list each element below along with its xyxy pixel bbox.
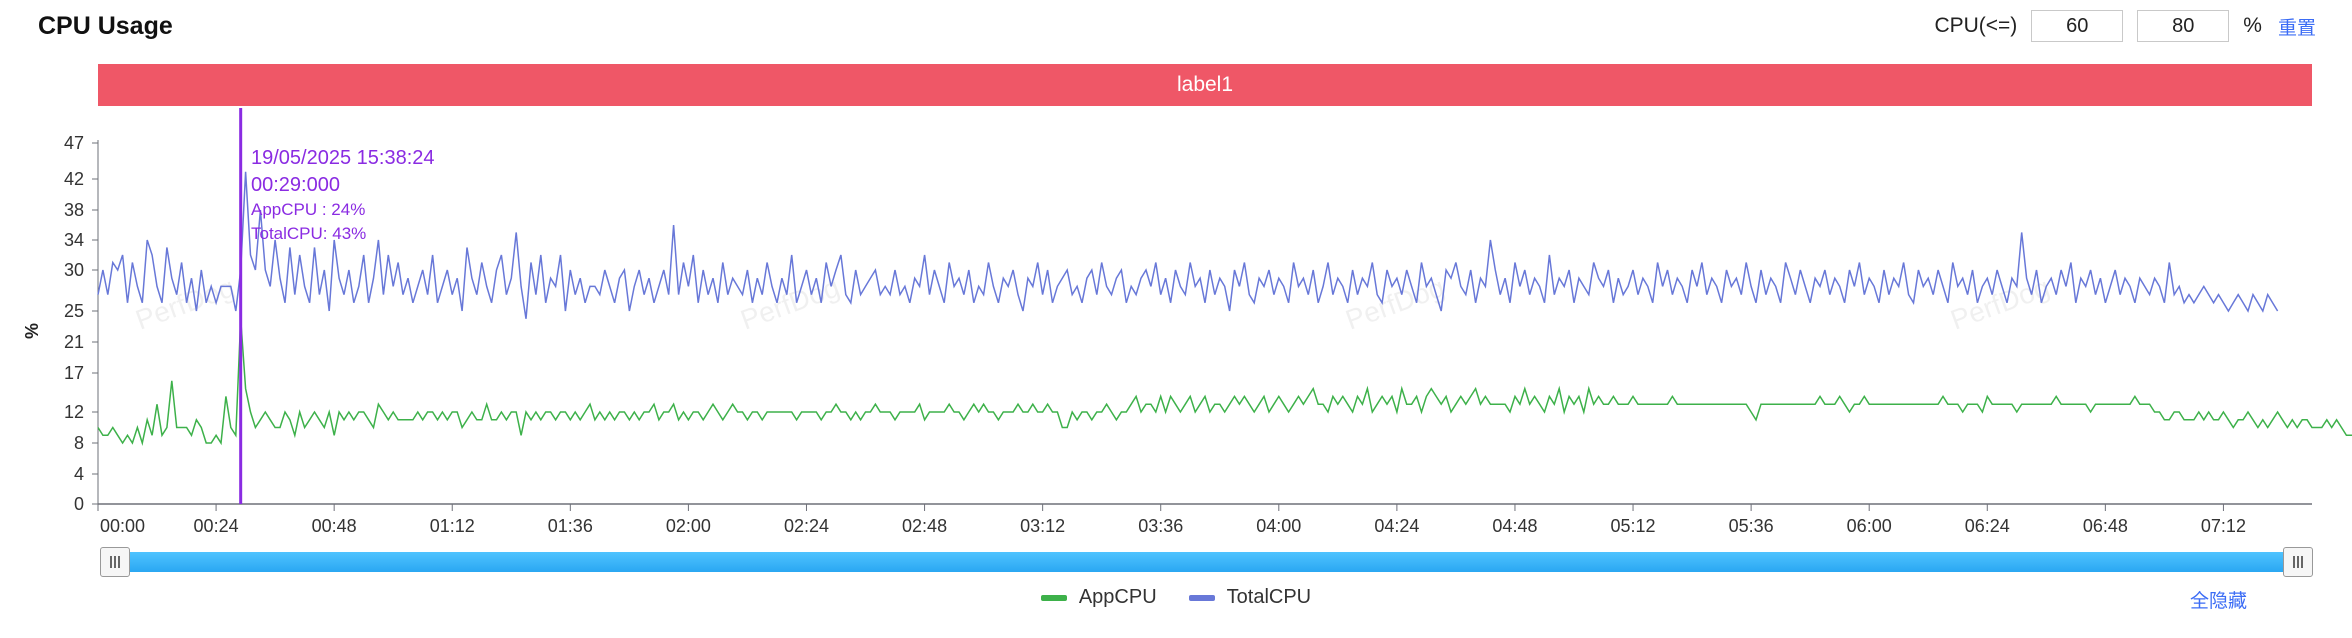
y-tick-label: 38 xyxy=(64,200,84,220)
slider-handle-right[interactable] xyxy=(2283,547,2313,577)
tooltip-datetime: 19/05/2025 15:38:24 xyxy=(251,147,435,169)
y-tick-label: 47 xyxy=(64,133,84,153)
cpu-threshold-label: CPU(<=) xyxy=(1934,14,2018,37)
x-tick-label: 02:00 xyxy=(666,516,711,536)
x-tick-label: 01:12 xyxy=(430,516,475,536)
hide-all-link[interactable]: 全隐藏 xyxy=(2190,591,2248,612)
y-tick-label: 42 xyxy=(64,169,84,189)
tooltip-appcpu: AppCPU : 24% xyxy=(251,200,365,219)
x-tick-label: 07:12 xyxy=(2201,516,2246,536)
x-tick-label: 06:00 xyxy=(1847,516,1892,536)
x-tick-label: 00:00 xyxy=(100,516,145,536)
legend-label-appcpu: AppCPU xyxy=(1078,586,1157,608)
x-tick-group: 00:00 00:24 00:48 01:12 01:36 02:00 02:24 02:48… xyxy=(97,504,2246,536)
legend-item-totalcpu[interactable]: TotalCPU xyxy=(1188,586,1312,609)
watermark: PerfDog xyxy=(131,271,238,335)
chart-legend: AppCPU TotalCPU xyxy=(0,586,2352,609)
x-tick-label: 00:24 xyxy=(194,516,239,536)
threshold-low-input[interactable] xyxy=(2031,10,2124,42)
cpu-threshold-controls: CPU(<=) % 重置 xyxy=(1934,8,2316,44)
x-tick-label: 04:24 xyxy=(1374,516,1419,536)
series-line-totalcpu xyxy=(97,171,2279,319)
tooltip-totalcpu: TotalCPU: 43% xyxy=(251,224,366,243)
y-tick-label: 30 xyxy=(64,260,84,280)
x-tick-label: 04:00 xyxy=(1256,516,1301,536)
watermark: PerfDog xyxy=(736,271,843,335)
x-tick-label: 03:12 xyxy=(1020,516,1065,536)
y-tick-label: 21 xyxy=(64,332,84,352)
x-tick-label: 06:24 xyxy=(1965,516,2010,536)
legend-label-totalcpu: TotalCPU xyxy=(1226,586,1312,608)
cpu-chart[interactable]: PerfDog PerfDog PerfDog PerfDog % 048121721… xyxy=(0,0,2352,540)
y-tick-label: 12 xyxy=(64,402,84,422)
threshold-unit: % xyxy=(2243,14,2262,37)
x-tick-label: 05:12 xyxy=(1611,516,1656,536)
x-tick-label: 04:48 xyxy=(1492,516,1537,536)
tooltip-elapsed: 00:29:000 xyxy=(251,174,340,196)
y-tick-label: 8 xyxy=(74,433,84,453)
x-tick-label: 03:36 xyxy=(1138,516,1183,536)
threshold-high-input[interactable] xyxy=(2137,10,2230,42)
x-tick-label: 02:24 xyxy=(784,516,829,536)
x-tick-label: 06:48 xyxy=(2083,516,2128,536)
slider-handle-left[interactable] xyxy=(100,547,130,577)
page-title: CPU Usage xyxy=(38,12,173,40)
legend-item-appcpu[interactable]: AppCPU xyxy=(1040,586,1157,609)
x-tick-label: 01:36 xyxy=(548,516,593,536)
label-bar[interactable]: label1 xyxy=(98,64,2312,106)
y-tick-label: 4 xyxy=(74,464,84,484)
reset-link[interactable]: 重置 xyxy=(2277,17,2316,39)
y-tick-label: 0 xyxy=(74,494,84,514)
legend-swatch-appcpu xyxy=(1040,594,1067,601)
legend-swatch-totalcpu xyxy=(1188,594,1215,601)
x-tick-label: 05:36 xyxy=(1729,516,1774,536)
x-tick-label: 02:48 xyxy=(902,516,947,536)
series-line-appcpu xyxy=(97,318,2352,446)
x-tick-label: 00:48 xyxy=(312,516,357,536)
y-tick-label: 34 xyxy=(64,230,84,250)
tooltip: 19/05/2025 15:38:24 00:29:000 AppCPU : 2… xyxy=(251,147,435,243)
y-tick-label: 25 xyxy=(64,301,84,321)
y-tick-label: 17 xyxy=(64,363,84,383)
y-axis-label: % xyxy=(22,323,42,339)
time-range-slider[interactable] xyxy=(102,552,2308,572)
y-tick-group: 0 4 8 12 17 21 25 30 34 38 42 47 xyxy=(64,133,98,514)
